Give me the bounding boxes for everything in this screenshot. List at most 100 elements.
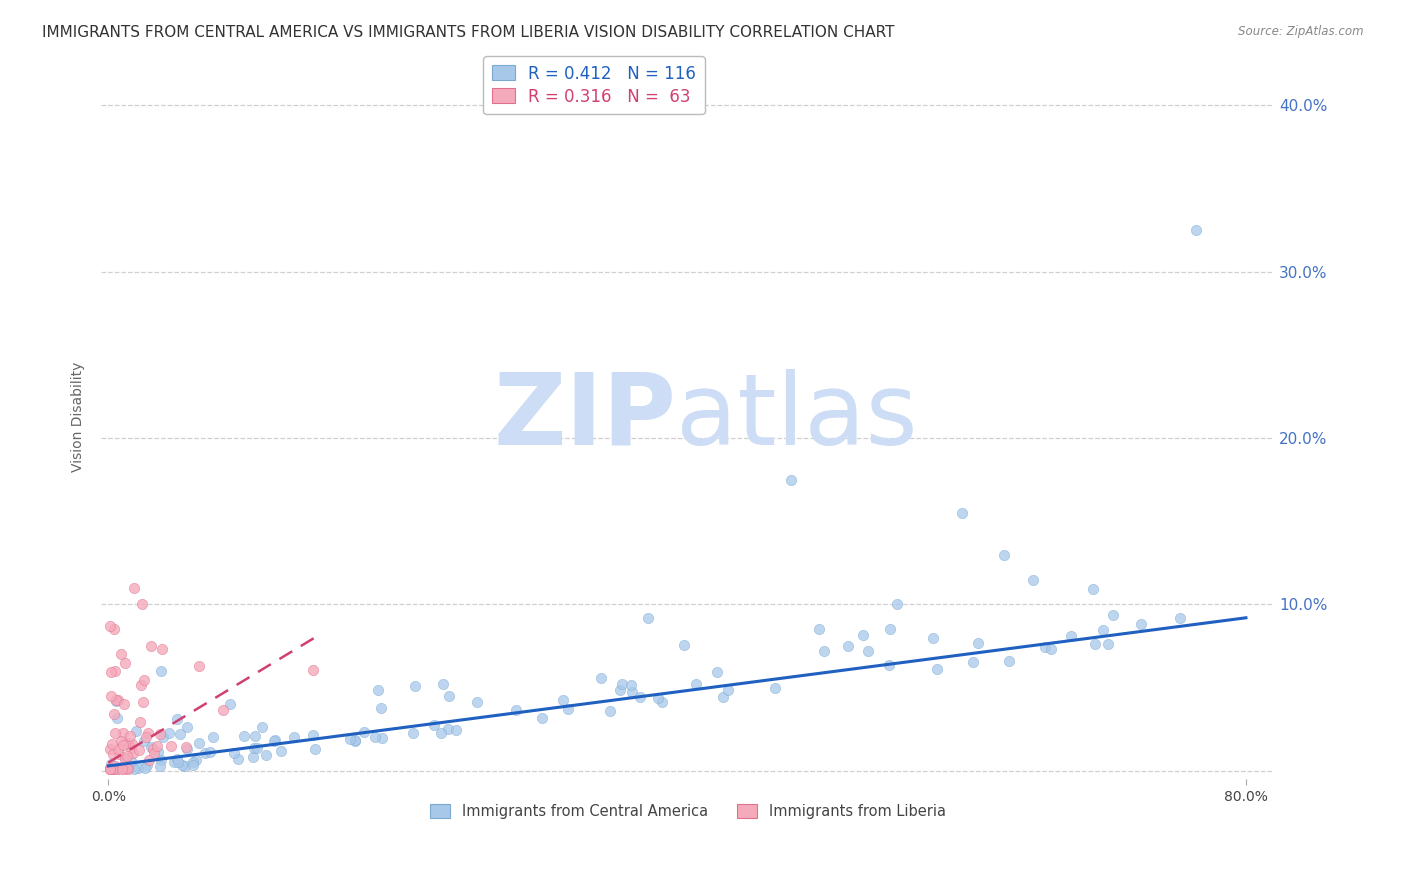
Point — [263, 734, 285, 748]
Point — [111, 738, 134, 752]
Point — [599, 704, 621, 718]
Point — [1168, 611, 1191, 625]
Point — [344, 733, 367, 747]
Point — [101, 762, 124, 776]
Point — [966, 636, 988, 650]
Point — [131, 598, 153, 612]
Point — [647, 690, 669, 705]
Text: ZIP: ZIP — [494, 368, 676, 466]
Point — [430, 725, 453, 739]
Point — [837, 639, 859, 653]
Point — [302, 728, 325, 742]
Point — [107, 693, 129, 707]
Point — [132, 734, 155, 748]
Point — [370, 701, 392, 715]
Point — [150, 642, 173, 657]
Point — [364, 730, 387, 744]
Point — [591, 672, 613, 686]
Point — [243, 729, 266, 743]
Point — [134, 761, 156, 775]
Point — [117, 762, 139, 776]
Point — [950, 506, 973, 520]
Point — [763, 681, 786, 696]
Point — [169, 727, 191, 741]
Point — [146, 739, 169, 753]
Point — [166, 712, 188, 726]
Point — [129, 678, 152, 692]
Point — [685, 676, 707, 690]
Point — [226, 752, 249, 766]
Point — [856, 644, 879, 658]
Point — [224, 747, 246, 761]
Point — [432, 676, 454, 690]
Point — [149, 759, 172, 773]
Point — [163, 756, 186, 770]
Text: atlas: atlas — [676, 368, 918, 466]
Point — [101, 762, 124, 776]
Point — [143, 747, 166, 761]
Point — [142, 742, 165, 756]
Legend: Immigrants from Central America, Immigrants from Liberia: Immigrants from Central America, Immigra… — [422, 797, 953, 826]
Point — [371, 731, 394, 745]
Point — [149, 727, 172, 741]
Point — [628, 690, 651, 704]
Point — [198, 745, 221, 759]
Point — [103, 623, 125, 637]
Point — [402, 726, 425, 740]
Y-axis label: Vision Disability: Vision Disability — [72, 362, 86, 473]
Point — [172, 758, 194, 772]
Point — [138, 753, 160, 767]
Point — [439, 689, 461, 703]
Point — [1084, 637, 1107, 651]
Point — [114, 656, 136, 670]
Point — [808, 623, 831, 637]
Point — [104, 664, 127, 678]
Point — [134, 673, 156, 687]
Point — [437, 722, 460, 736]
Point — [98, 762, 121, 776]
Point — [879, 623, 901, 637]
Point — [186, 753, 208, 767]
Point — [852, 628, 875, 642]
Point — [105, 711, 128, 725]
Point — [270, 744, 292, 758]
Point — [100, 756, 122, 771]
Point — [139, 639, 162, 653]
Point — [922, 631, 945, 645]
Point — [531, 711, 554, 725]
Point — [1040, 642, 1063, 657]
Point — [301, 663, 323, 677]
Point — [100, 689, 122, 703]
Point — [104, 693, 127, 707]
Point — [998, 654, 1021, 668]
Point — [117, 736, 139, 750]
Point — [121, 737, 143, 751]
Point — [146, 745, 169, 759]
Point — [1185, 223, 1208, 237]
Point — [120, 754, 142, 768]
Point — [993, 548, 1015, 562]
Point — [149, 665, 172, 679]
Point — [711, 690, 734, 704]
Point — [120, 741, 142, 756]
Point — [242, 750, 264, 764]
Point — [188, 659, 211, 673]
Point — [98, 762, 121, 776]
Point — [1130, 617, 1153, 632]
Point — [254, 748, 277, 763]
Point — [129, 714, 152, 729]
Point — [444, 723, 467, 737]
Point — [98, 619, 121, 633]
Point — [141, 739, 163, 754]
Point — [103, 707, 125, 722]
Point — [557, 702, 579, 716]
Point — [104, 759, 127, 773]
Point — [131, 695, 153, 709]
Point — [423, 718, 446, 732]
Point — [176, 720, 198, 734]
Point — [1101, 608, 1123, 623]
Point — [780, 473, 803, 487]
Point — [283, 731, 305, 745]
Point — [101, 762, 124, 776]
Point — [157, 726, 180, 740]
